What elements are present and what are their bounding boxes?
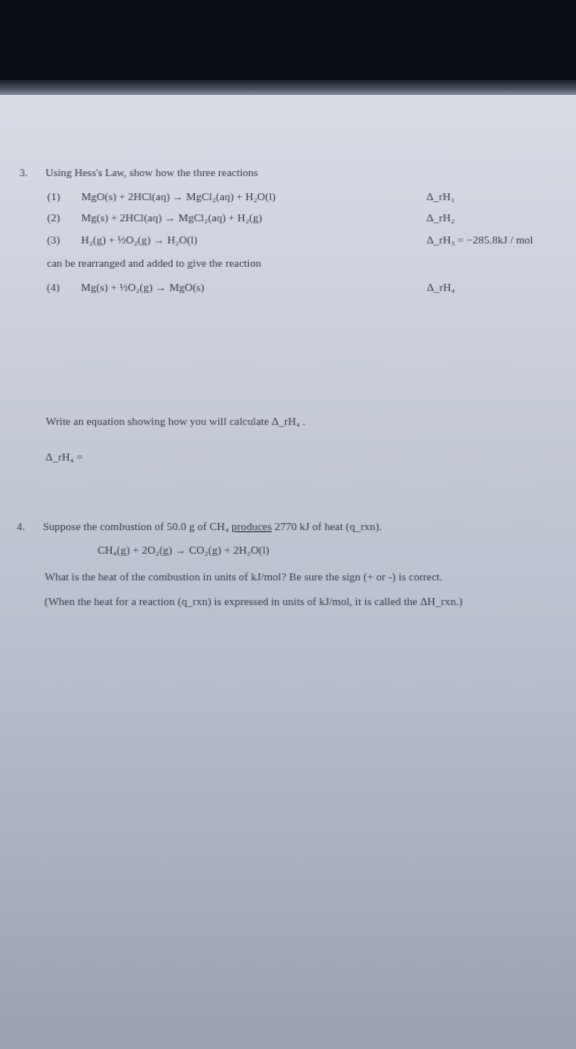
eq4-dh: Δ_rH₄ bbox=[427, 280, 558, 298]
worksheet-page: 3. Using Hess's Law, show how the three … bbox=[0, 95, 576, 1049]
eq1-dh: Δ_rH₁ bbox=[426, 189, 556, 207]
q4-intro-a: Suppose the combustion of 50.0 g of CH₄ bbox=[43, 521, 232, 533]
q3-answer-line: Δ_rH₄ = bbox=[45, 450, 559, 468]
q4-intro: Suppose the combustion of 50.0 g of CH₄ … bbox=[43, 519, 382, 537]
q4-line3: (When the heat for a reaction (q_rxn) is… bbox=[44, 593, 560, 611]
eq1-num: (1) bbox=[47, 189, 75, 207]
workspace-gap-1 bbox=[18, 302, 559, 414]
equation-row-1: (1) MgO(s) + 2HCl(aq) → MgCl₂(aq) + H₂O(… bbox=[47, 189, 557, 207]
eq3-dh: Δ_rH₃ = −285.8kJ / mol bbox=[427, 232, 558, 250]
equation-row-2: (2) Mg(s) + 2HCl(aq) → MgCl₂(aq) + H₂(g)… bbox=[47, 211, 557, 229]
q4-intro-underlined: produces bbox=[232, 521, 272, 533]
q4-number: 4. bbox=[17, 519, 35, 537]
eq1-body: MgO(s) + 2HCl(aq) → MgCl₂(aq) + H₂O(l) bbox=[81, 189, 420, 207]
eq4-body: Mg(s) + ½O₂(g) → MgO(s) bbox=[81, 280, 421, 298]
eq3-num: (3) bbox=[47, 232, 75, 250]
eq2-dh: Δ_rH₂ bbox=[426, 211, 557, 229]
q3-intro: Using Hess's Law, show how the three rea… bbox=[45, 165, 258, 183]
problem-4: 4. Suppose the combustion of 50.0 g of C… bbox=[16, 519, 560, 612]
q3-write-equation: Write an equation showing how you will c… bbox=[46, 413, 559, 431]
q4-equation: CH₄(g) + 2O₂(g) → CO₂(g) + 2H₂O(l) bbox=[97, 543, 559, 561]
eq4-num: (4) bbox=[47, 280, 75, 298]
eq2-num: (2) bbox=[47, 211, 75, 229]
problem-3: 3. Using Hess's Law, show how the three … bbox=[17, 165, 559, 467]
eq3-body: H₂(g) + ½O₂(g) → H₂O(l) bbox=[81, 232, 421, 250]
equation-row-4: (4) Mg(s) + ½O₂(g) → MgO(s) Δ_rH₄ bbox=[47, 280, 558, 298]
eq2-body: Mg(s) + 2HCl(aq) → MgCl₂(aq) + H₂(g) bbox=[81, 211, 420, 229]
equation-row-3: (3) H₂(g) + ½O₂(g) → H₂O(l) Δ_rH₃ = −285… bbox=[47, 232, 557, 250]
q3-number: 3. bbox=[19, 165, 37, 183]
q3-rearrange-text: can be rearranged and added to give the … bbox=[47, 256, 558, 274]
q4-intro-b: 2770 kJ of heat (q_rxn). bbox=[272, 521, 382, 533]
q4-line2: What is the heat of the combustion in un… bbox=[45, 569, 560, 587]
photo-dark-background bbox=[0, 0, 576, 80]
